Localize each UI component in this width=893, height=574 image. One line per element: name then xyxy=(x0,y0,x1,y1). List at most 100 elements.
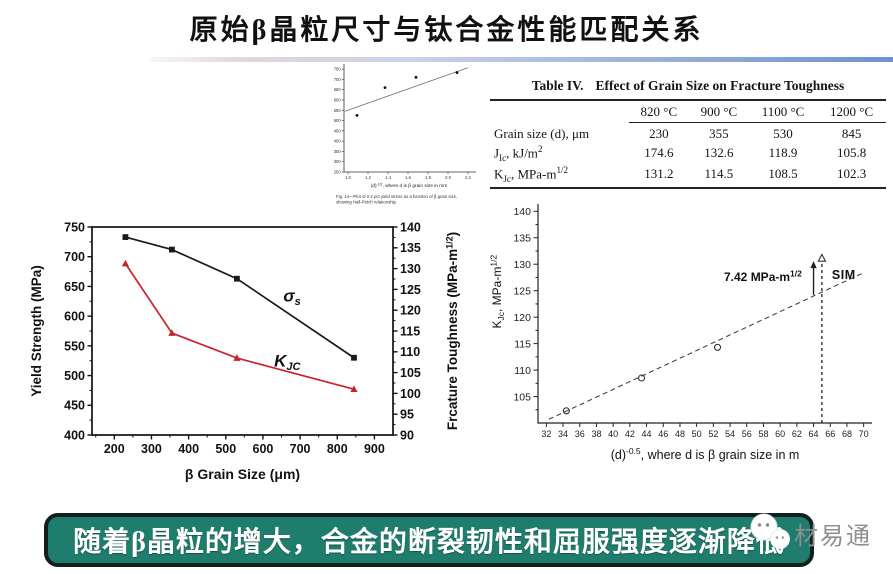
plot-frame xyxy=(91,226,394,436)
x-tick-label: 700 xyxy=(290,442,311,456)
data-point xyxy=(233,354,241,361)
cell: 105.8 xyxy=(836,145,867,161)
cell: 102.3 xyxy=(817,163,886,189)
wechat-bubbles-icon xyxy=(750,513,790,549)
y-tick-label: 120 xyxy=(513,312,531,324)
cell: 530 xyxy=(773,126,793,141)
x-tick-label: 1.2 xyxy=(365,175,371,180)
right-tick-label: 140 xyxy=(400,220,421,234)
left-tick-label: 650 xyxy=(64,280,85,294)
data-point xyxy=(122,234,129,241)
row-label: KJc, MPa-m1/2 xyxy=(490,163,629,189)
x-tick-label: 66 xyxy=(825,429,835,439)
cell: 845 xyxy=(841,126,862,141)
data-point xyxy=(355,113,359,117)
series-line xyxy=(125,236,355,359)
col-header: 900 °C xyxy=(688,100,749,123)
label-part: -0.5 xyxy=(626,446,641,456)
small-hall-petch-figure: 250 300 350 400 450 500 550 600 650 700 750 1.0 1.2 1… xyxy=(330,60,480,210)
y-axis-label: KJc, MPa-m1/2 xyxy=(489,255,507,329)
label-part: ) xyxy=(445,232,460,237)
data-point xyxy=(350,385,358,393)
left-tick-label: 500 xyxy=(64,369,85,383)
y-tick-label: 140 xyxy=(513,206,531,218)
right-tick-label: 135 xyxy=(400,241,421,255)
y-tick-label: 105 xyxy=(513,391,531,403)
series-σ: σs xyxy=(122,234,357,361)
conclusion-banner: 随着β晶粒的增大，合金的断裂韧性和屈服强度逐渐降低 xyxy=(44,513,814,567)
data-point xyxy=(168,246,175,253)
x-axis-label: (d)-0.5, where d is β grain size in m xyxy=(611,446,800,462)
y-tick-label: 700 xyxy=(334,77,342,82)
figure-caption: showing Hall-Petch relationship. xyxy=(336,200,397,205)
x-tick-label: 200 xyxy=(104,442,125,456)
label-part: -1/2 xyxy=(377,182,383,186)
y-tick-label: 300 xyxy=(334,159,342,164)
x-axis-label: (d)-1/2, where d is β grain size in mm xyxy=(371,182,448,189)
x-tick-label: 56 xyxy=(742,429,752,439)
series-label: σs xyxy=(283,286,300,308)
cell: 174.6 xyxy=(644,145,674,161)
y-tick-label: 400 xyxy=(334,139,342,144)
x-tick-label: 50 xyxy=(692,429,702,439)
watermark: 材易通 xyxy=(748,512,872,554)
x-tick-label: 800 xyxy=(327,442,348,456)
label-part: 1/2 xyxy=(489,255,499,267)
label-part: , where d is β grain size in mm xyxy=(382,183,447,189)
row-label: JIc, kJ/m2 xyxy=(494,144,543,163)
right-tick-label: 105 xyxy=(400,366,421,380)
cell: 230 xyxy=(649,126,669,141)
left-tick-label: 450 xyxy=(64,399,85,413)
hall-petch-trend-line xyxy=(548,272,864,420)
y-tick-label: 750 xyxy=(334,67,342,72)
left-tick-label: 550 xyxy=(64,339,85,353)
col-header: 1100 °C xyxy=(748,100,818,123)
x-tick-label: 300 xyxy=(141,442,162,456)
col-header: 820 °C xyxy=(628,100,689,123)
x-tick-label: 38 xyxy=(591,429,601,439)
x-tick-label: 34 xyxy=(558,429,568,439)
cell: 355 xyxy=(709,126,729,141)
col-header: 1200 °C xyxy=(817,100,886,123)
conclusion-text: 随着β晶粒的增大，合金的断裂韧性和屈服强度逐渐降低 xyxy=(73,527,785,558)
y-tick-label: 600 xyxy=(334,97,342,102)
x-tick-label: 44 xyxy=(642,429,652,439)
data-point xyxy=(637,374,646,382)
x-tick-label: 40 xyxy=(608,429,618,439)
label-part: 1/2 xyxy=(790,269,802,279)
left-tick-label: 400 xyxy=(64,428,85,442)
title-divider xyxy=(150,57,893,62)
trend-line xyxy=(344,67,469,112)
y-tick-label: 125 xyxy=(513,285,531,297)
x-axis-label: β Grain Size (μm) xyxy=(185,466,300,482)
x-tick-label: 1.0 xyxy=(345,175,351,180)
series-line xyxy=(124,263,355,391)
delta-k-annotation: 7.42 MPa-m1/2 xyxy=(724,269,802,285)
y-tick-label: 135 xyxy=(513,233,531,245)
right-tick-label: 125 xyxy=(400,283,421,297)
x-tick-label: 2.0 xyxy=(445,175,451,180)
y-tick-label: 500 xyxy=(334,118,342,123)
sim-label: SIM xyxy=(832,268,856,282)
x-tick-label: 1.4 xyxy=(385,175,391,180)
series-K: KJC xyxy=(121,259,358,393)
x-tick-label: 1.8 xyxy=(425,175,431,180)
label-part: , MPa-m xyxy=(490,267,504,312)
x-tick-label: 400 xyxy=(178,442,199,456)
x-tick-label: 62 xyxy=(792,429,802,439)
x-tick-label: 52 xyxy=(708,429,718,439)
right-tick-label: 100 xyxy=(400,387,421,401)
x-tick-label: 70 xyxy=(859,429,869,439)
data-point xyxy=(351,354,357,361)
data-point xyxy=(414,75,418,79)
kjc-hall-petch-figure: 105 110 115 120 125 130 135 140 32 34 36 38 40 42 44 46… xyxy=(486,196,886,481)
x-tick-label: 42 xyxy=(625,429,635,439)
data-point xyxy=(121,259,130,267)
axes xyxy=(343,64,476,173)
right-tick-label: 120 xyxy=(400,304,421,318)
x-tick-label: 500 xyxy=(215,442,236,456)
label-part: 7.42 MPa-m xyxy=(724,270,790,284)
left-tick-label: 600 xyxy=(64,310,85,324)
y-tick-label: 450 xyxy=(334,128,342,133)
x-tick-label: 600 xyxy=(253,442,274,456)
